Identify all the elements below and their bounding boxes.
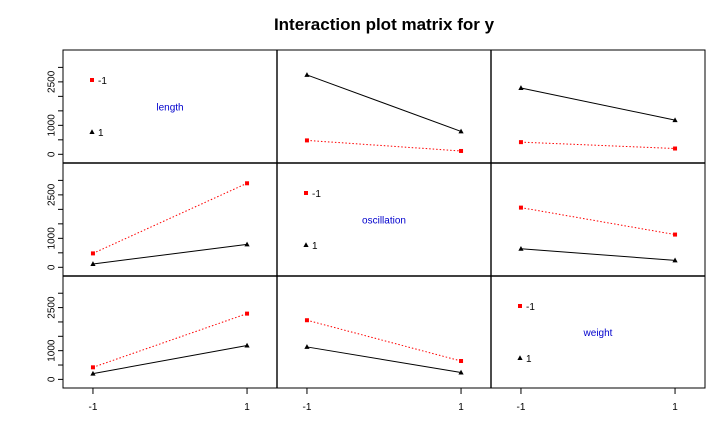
panel-0-2 — [518, 85, 678, 151]
series-line-pos — [92, 345, 248, 375]
x-tick-label: 1 — [244, 402, 250, 413]
x-tick-label: -1 — [89, 402, 98, 413]
y-tick-label: 0 — [47, 376, 58, 382]
plot-frame — [62, 49, 706, 389]
series-line-neg — [306, 139, 462, 152]
series-line-neg — [92, 182, 248, 254]
data-point-triangle — [672, 257, 678, 263]
data-point-triangle — [304, 344, 310, 349]
y-tick-label: 1000 — [47, 227, 58, 250]
data-point-triangle — [90, 261, 96, 266]
legend-label: -1 — [312, 189, 321, 200]
panel-2-1 — [304, 318, 464, 375]
series-line-pos — [92, 243, 248, 265]
data-point-square — [459, 148, 464, 153]
axes: 0 1000 2500 0 1000 2500 0 1000 2500 -1 1 -1 1 -1 1 — [47, 49, 706, 413]
data-point-square — [673, 232, 678, 237]
data-point-square — [518, 205, 523, 210]
data-point-triangle — [458, 369, 464, 375]
data-point-square — [304, 138, 309, 143]
series-line-neg — [92, 313, 248, 368]
data-point-triangle — [458, 128, 464, 134]
data-point-triangle — [244, 342, 250, 348]
series-line-pos — [520, 87, 676, 121]
x-tick-label: 1 — [458, 402, 464, 413]
y-tick-label: 2500 — [47, 70, 58, 93]
legend-marker-square — [518, 304, 522, 308]
series-line-pos — [520, 248, 676, 261]
panel-2-0 — [90, 311, 250, 376]
series-line-pos — [306, 346, 462, 373]
factor-label-weight: weight — [583, 328, 613, 339]
factor-label-length: length — [156, 103, 183, 114]
data-point-square — [459, 359, 464, 364]
series-line-neg — [306, 319, 462, 362]
legend-label: 1 — [526, 354, 532, 365]
data-point-triangle — [90, 370, 96, 376]
data-point-square — [245, 181, 250, 186]
data-point-square — [304, 318, 309, 323]
legend-label: -1 — [98, 76, 107, 87]
panel-0-1 — [304, 72, 464, 153]
series-line-neg — [520, 141, 676, 150]
data-point-square — [245, 311, 250, 316]
y-tick-label: 1000 — [47, 114, 58, 137]
y-tick-label: 1000 — [47, 339, 58, 362]
y-tick-label: 0 — [47, 151, 58, 157]
legend-label: 1 — [312, 241, 318, 252]
legend-marker-square — [304, 191, 308, 195]
x-tick-label: 1 — [672, 402, 678, 413]
legend-marker-triangle — [303, 242, 309, 247]
y-tick-label: 2500 — [47, 296, 58, 319]
legend-label: -1 — [526, 302, 535, 313]
x-tick-label: -1 — [517, 402, 526, 413]
data-point-triangle — [304, 72, 310, 77]
data-point-square — [673, 146, 678, 151]
data-point-triangle — [244, 241, 250, 247]
legend-marker-triangle — [517, 355, 523, 360]
panel-1-0 — [90, 181, 250, 266]
panel-1-2 — [518, 205, 678, 263]
x-tick-label: -1 — [303, 402, 312, 413]
y-tick-label: 0 — [47, 264, 58, 270]
legend-marker-triangle — [89, 129, 95, 134]
data-point-square — [90, 365, 95, 370]
series-line-pos — [306, 74, 462, 132]
data-point-triangle — [672, 117, 678, 123]
legend-marker-square — [90, 78, 94, 82]
panel-1-1: oscillation -1 1 — [303, 189, 406, 252]
data-point-square — [518, 140, 523, 145]
panel-2-2: weight -1 1 — [517, 302, 613, 365]
factor-label-oscillation: oscillation — [362, 216, 406, 227]
panel-0-0: length -1 1 — [89, 76, 184, 139]
y-tick-label: 2500 — [47, 183, 58, 206]
series-line-neg — [520, 207, 676, 236]
legend-label: 1 — [98, 128, 104, 139]
data-point-triangle — [518, 85, 524, 90]
data-point-triangle — [518, 245, 524, 251]
panel-grid: length -1 1 oscillation -1 1 weight -1 1 — [89, 72, 678, 376]
data-point-square — [90, 251, 95, 256]
chart-title: Interaction plot matrix for y — [274, 15, 495, 34]
